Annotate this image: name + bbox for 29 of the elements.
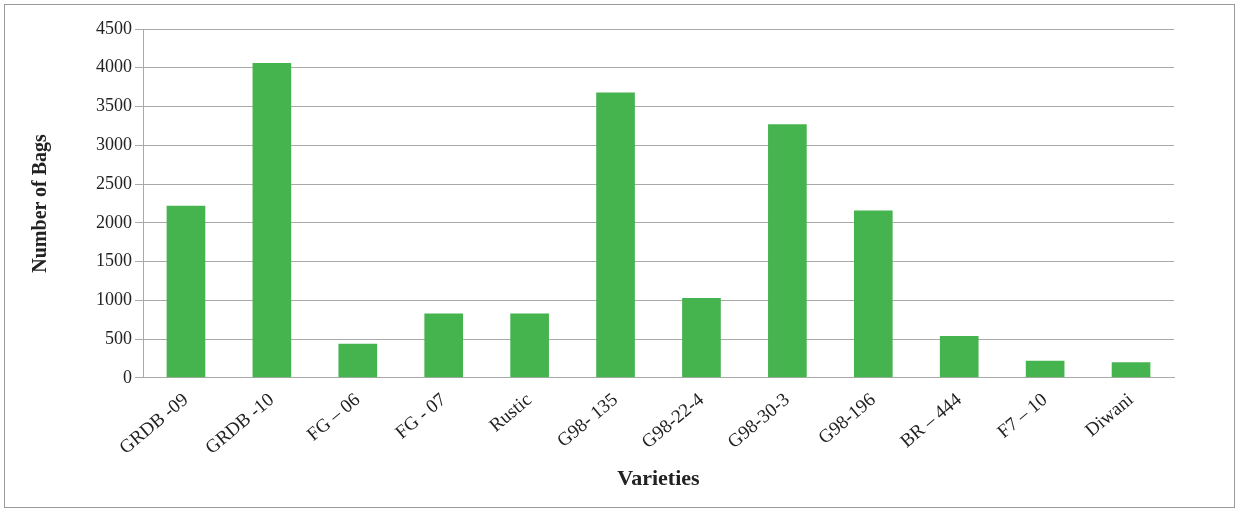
bar bbox=[596, 92, 635, 378]
bar bbox=[768, 124, 807, 378]
bar bbox=[510, 313, 549, 378]
y-tick-label: 1500 bbox=[96, 250, 132, 271]
x-tick-label: F7 – 10 bbox=[992, 388, 1051, 442]
bar bbox=[682, 298, 721, 378]
y-tick-label: 3500 bbox=[96, 95, 132, 116]
x-tick-label: G98- 135 bbox=[552, 388, 622, 451]
x-tick-label: FG - 07 bbox=[390, 388, 450, 443]
bar bbox=[1025, 360, 1065, 378]
x-tick-label: FG – 06 bbox=[302, 388, 364, 445]
bar bbox=[939, 336, 979, 378]
y-tick-label: 4500 bbox=[96, 17, 132, 38]
y-axis-title: Number of Bags bbox=[28, 133, 52, 273]
bar bbox=[424, 313, 464, 378]
y-tick-label: 3000 bbox=[96, 134, 132, 155]
bar bbox=[252, 63, 292, 378]
bar bbox=[1111, 362, 1151, 378]
y-tick-label: 2500 bbox=[96, 172, 132, 193]
y-tick-label: 4000 bbox=[96, 56, 132, 77]
x-tick-label: BR – 444 bbox=[895, 388, 966, 452]
y-tick-label: 1000 bbox=[96, 289, 132, 310]
y-tick-label: 0 bbox=[123, 366, 132, 387]
bar bbox=[166, 205, 206, 378]
bar bbox=[853, 210, 893, 378]
bar bbox=[338, 343, 378, 378]
y-tick-label: 2000 bbox=[96, 211, 132, 232]
y-tick-label: 500 bbox=[105, 327, 132, 348]
x-axis-title: Varieties bbox=[617, 465, 701, 491]
